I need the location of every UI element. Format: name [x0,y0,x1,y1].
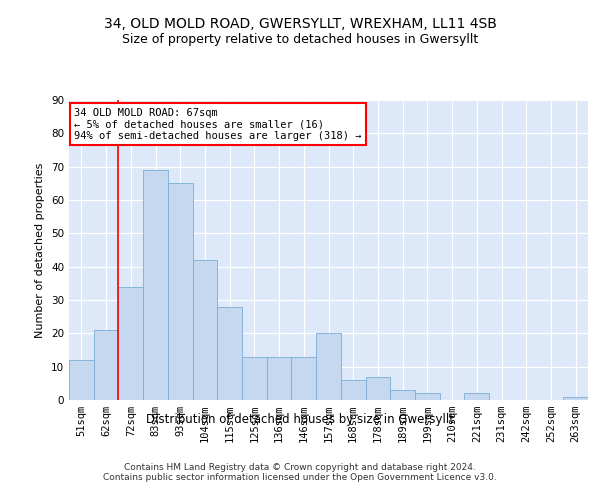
Text: Contains HM Land Registry data © Crown copyright and database right 2024.
Contai: Contains HM Land Registry data © Crown c… [103,462,497,482]
Bar [390,390,415,400]
Bar [242,356,267,400]
Bar [365,376,390,400]
Bar [193,260,217,400]
Text: Distribution of detached houses by size in Gwersyllt: Distribution of detached houses by size … [146,412,454,426]
Text: 34 OLD MOLD ROAD: 67sqm
← 5% of detached houses are smaller (16)
94% of semi-det: 34 OLD MOLD ROAD: 67sqm ← 5% of detached… [74,108,362,140]
Bar [267,356,292,400]
Text: Size of property relative to detached houses in Gwersyllt: Size of property relative to detached ho… [122,32,478,46]
Bar [415,394,440,400]
Bar [94,330,118,400]
Bar [69,360,94,400]
Y-axis label: Number of detached properties: Number of detached properties [35,162,46,338]
Bar [292,356,316,400]
Bar [464,394,489,400]
Bar [316,334,341,400]
Bar [341,380,365,400]
Bar [217,306,242,400]
Bar [143,170,168,400]
Bar [563,396,588,400]
Text: 34, OLD MOLD ROAD, GWERSYLLT, WREXHAM, LL11 4SB: 34, OLD MOLD ROAD, GWERSYLLT, WREXHAM, L… [104,18,496,32]
Bar [118,286,143,400]
Bar [168,184,193,400]
